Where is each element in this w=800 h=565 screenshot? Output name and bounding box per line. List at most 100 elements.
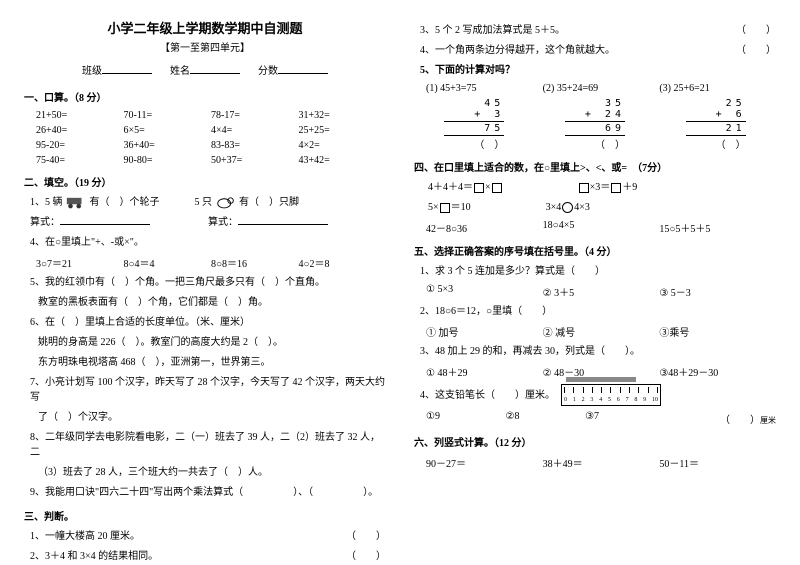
score-blank (278, 64, 328, 74)
vertical-calc: 25 + 6 21 （ ） (686, 98, 746, 151)
s4r3: 42－8○36 18○4×5 15○5＋5＋5 (426, 220, 776, 235)
section-1-head: 一、口算。（8 分） (24, 89, 386, 104)
mc: 70-11= (124, 110, 212, 121)
opt: ② 3＋5 (543, 284, 660, 299)
name-blank (190, 64, 240, 74)
section-5-head: 五、选择正确答案的序号填在括号里。（4 分） (414, 243, 776, 258)
s3q2: 2、3＋4 和 3×4 的结果相同。（ ） (30, 549, 386, 564)
q2-4: 4、在○里填上"+、-或×"。 (30, 235, 386, 250)
opt: ②8 (506, 411, 586, 426)
square-blank (492, 183, 502, 193)
s4r3a: 42－8○36 (426, 220, 543, 235)
paren: （ ） (736, 43, 776, 58)
score-label: 分数 (258, 66, 278, 77)
opt: ① 5×3 (426, 284, 543, 299)
paren: （ ） (686, 136, 746, 151)
opt: ③乘号 (659, 324, 776, 339)
mc: 4×2= (299, 140, 387, 151)
q2-formula: 算式： 算式： (30, 215, 386, 230)
calc-labels: (1) 45+3=75 (2) 35+24=69 (3) 25+6=21 (426, 83, 776, 94)
s4r2a: 5× (428, 202, 439, 213)
s4r1a: 4＋4＋4＝ (428, 182, 473, 193)
car-icon (65, 196, 87, 210)
s5q2: 2、18○6＝12，○里填（ ） (420, 304, 776, 319)
s5q4-text: 4、这支铅笔长（ ）厘米。 (420, 388, 555, 403)
class-label: 班级 (82, 66, 102, 77)
mental-row: 95-20= 36+40= 83-83= 4×2= (36, 140, 386, 151)
mental-row: 21+50= 70-11= 78-17= 31+32= (36, 110, 386, 121)
mc: 31+32= (299, 110, 387, 121)
s4r2d: 4×3 (574, 202, 590, 213)
right-column: 3、5 个 2 写成加法算式是 5＋5。 （ ） 4、一个角两条边分得越开，这个角… (402, 18, 776, 547)
q2-6: 6、在（ ）里填上合适的长度单位。（米、厘米） (30, 315, 386, 330)
s5q4: 4、这支铅笔长（ ）厘米。 012345678910 (420, 384, 776, 406)
mc: 21+50= (36, 110, 124, 121)
q2-7b: 了（ ）个汉字。 (38, 410, 386, 425)
info-line: 班级 姓名 分数 (24, 62, 386, 77)
mc: 25+25= (299, 125, 387, 136)
calc-b: + 3 (444, 109, 504, 122)
q4c: 8○4＝4 (124, 255, 212, 270)
ruler-ticks (564, 387, 658, 393)
page-subtitle: 【第一至第四单元】 (24, 39, 386, 54)
s3q1-text: 1、一幢大楼高 20 厘米。 (30, 529, 140, 544)
opt: ① 48＋29 (426, 364, 543, 379)
mental-row: 26+40= 6×5= 4×4= 25+25= (36, 125, 386, 136)
calc-group: 45 + 3 75 （ ） 35 + 24 69 （ ） 25 + 6 21 （… (414, 98, 776, 151)
s4r3c: 15○5＋5＋5 (659, 220, 776, 235)
paren: （ ） (444, 136, 504, 151)
section-6-head: 六、列竖式计算。（12 分） (414, 434, 776, 449)
vertical-calc: 35 + 24 69 （ ） (565, 98, 625, 151)
s5q2-opts: ① 加号 ② 减号 ③乘号 (426, 324, 776, 339)
s5q1: 1、求 3 个 5 连加是多少？算式是（ ） (420, 264, 776, 279)
s6c: 50－11＝ (659, 455, 776, 470)
q4c: 3○7＝21 (36, 255, 124, 270)
calc-a: 25 (686, 98, 746, 109)
calc-a: 35 (565, 98, 625, 109)
mc: 78-17= (211, 110, 299, 121)
mc: 83-83= (211, 140, 299, 151)
s5q4-opts: ①9 ②8 ③7 （ ）厘米 (426, 411, 776, 426)
ruler-nums: 012345678910 (564, 396, 658, 405)
q2-1a: 1、5 辆 (30, 197, 63, 208)
duck-icon (215, 196, 237, 210)
q2-1c: 5 只 (195, 197, 213, 208)
mental-row: 75-40= 90-80= 50+37= 43+42= (36, 155, 386, 166)
q2-6b: 东方明珠电视塔高 468（ ），亚洲第一，世界第三。 (38, 355, 386, 370)
paren: （ ） (565, 136, 625, 151)
mc: 43+42= (299, 155, 387, 166)
s5q1-opts: ① 5×3 ② 3＋5 ③ 5－3 (426, 284, 776, 299)
opt: ①9 (426, 411, 506, 426)
square-blank (440, 203, 450, 213)
ruler-unit: 厘米 (760, 416, 776, 425)
q2-5a: 5、我的红领巾有（ ）个角。一把三角尺最多只有（ ）个直角。 (30, 275, 386, 290)
q2-1b: 有（ ）个轮子 (90, 197, 160, 208)
q2-6a: 姚明的身高是 226（ ）。教室门的高度大约是 2（ ）。 (38, 335, 386, 350)
formula-blank (60, 215, 150, 225)
calc-b: + 24 (565, 109, 625, 122)
s4r3b: 18○4×5 (543, 220, 660, 235)
mc: 26+40= (36, 125, 124, 136)
calc-b: + 6 (686, 109, 746, 122)
section-2-head: 二、填空。（19 分） (24, 174, 386, 189)
section-3-head: 三、判断。 (24, 508, 386, 523)
ruler-icon: 012345678910 (561, 384, 661, 406)
vertical-calc: 45 + 3 75 （ ） (444, 98, 504, 151)
paren: （ ） (720, 411, 760, 426)
q4c: 8○8＝16 (211, 255, 299, 270)
s6row: 90－27＝ 38＋49＝ 50－11＝ (426, 455, 776, 470)
section-4-head: 四、在口里填上适合的数，在○里填上>、<、或= （7分） (414, 159, 776, 174)
q2-4-row: 3○7＝21 8○4＝4 8○8＝16 4○2＝8 (36, 255, 386, 270)
square-blank (474, 183, 484, 193)
pencil-icon (566, 377, 636, 382)
r-q4-text: 4、一个角两条边分得越开，这个角就越大。 (420, 43, 615, 58)
q2-8a: 8、二年级同学去电影院看电影，二（一）班去了 39 人，二（2）班去了 32 人… (30, 430, 386, 460)
s4r1c: ＋9 (622, 182, 637, 193)
mc: 50+37= (211, 155, 299, 166)
q2-9: 9、我能用口诀"四六二十四"写出两个乘法算式（ ）、（ ）。 (30, 485, 386, 500)
mc: 6×5= (124, 125, 212, 136)
mc: 4×4= (211, 125, 299, 136)
square-blank (579, 183, 589, 193)
r-q3-text: 3、5 个 2 写成加法算式是 5＋5。 (420, 23, 565, 38)
s3q2-text: 2、3＋4 和 3×4 的结果相同。 (30, 549, 158, 564)
